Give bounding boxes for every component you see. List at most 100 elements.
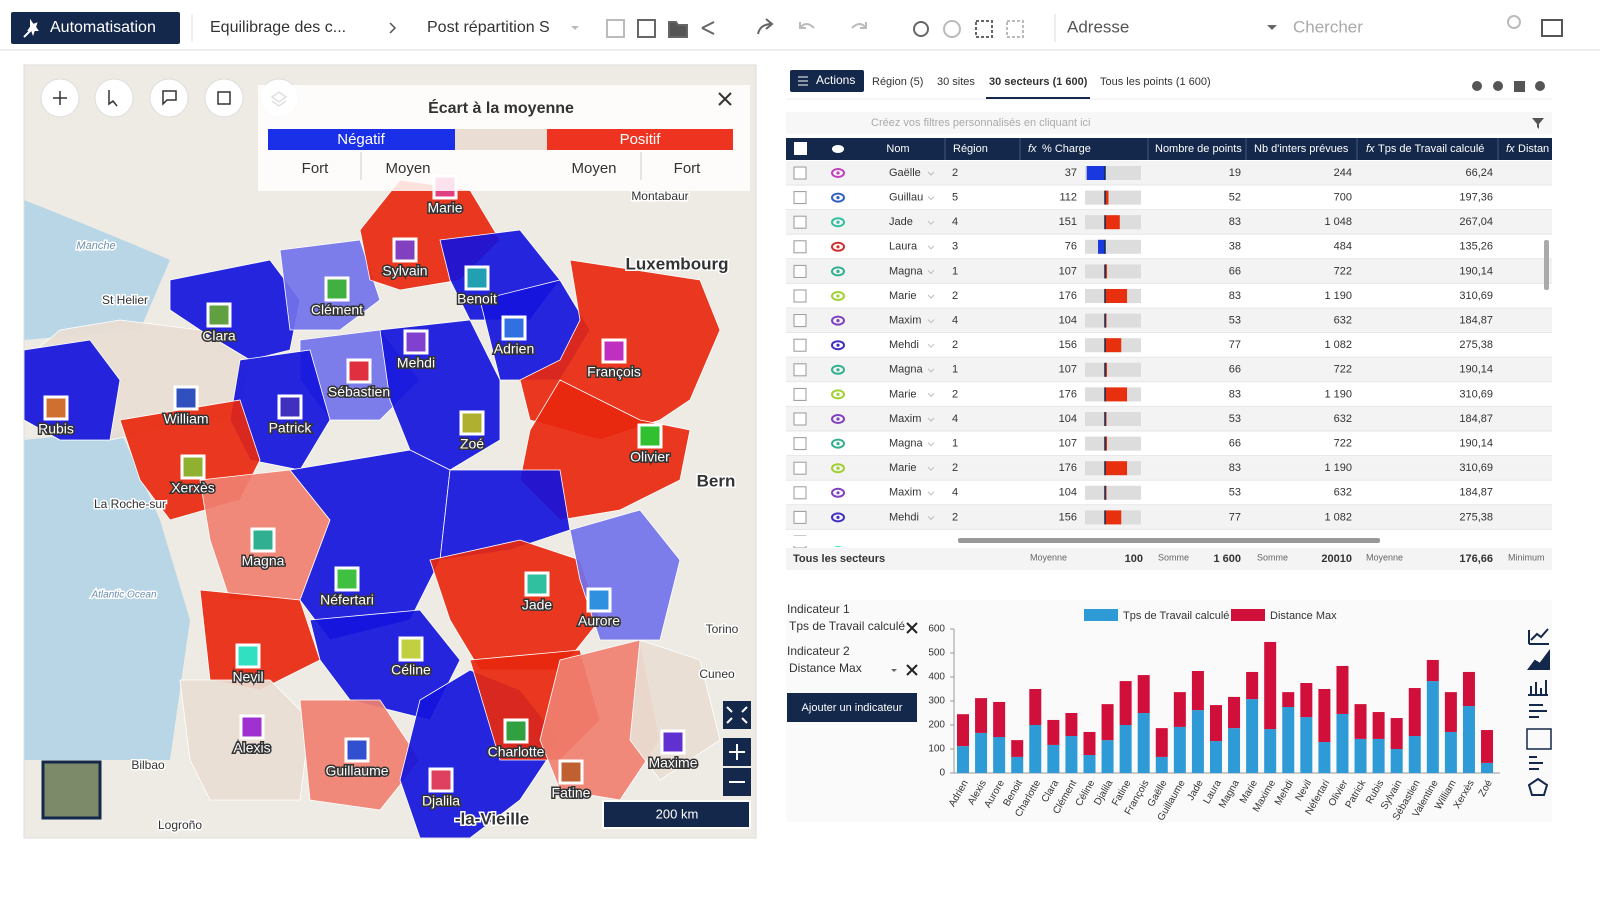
layout-icon[interactable]: [1541, 19, 1563, 37]
column-header[interactable]: Nb d'inters prévues: [1254, 143, 1349, 155]
bar-segment[interactable]: [1173, 692, 1186, 727]
site-marker[interactable]: [558, 759, 584, 785]
site-marker[interactable]: [464, 265, 490, 291]
bar-segment[interactable]: [1354, 704, 1367, 739]
row[interactable]: [786, 456, 1552, 481]
legend-swatch[interactable]: [1084, 609, 1118, 621]
bar-segment[interactable]: [1264, 729, 1277, 773]
bar-segment[interactable]: [1282, 707, 1295, 773]
bar-segment[interactable]: [1408, 688, 1421, 737]
bar-segment[interactable]: [1065, 736, 1078, 773]
bar-segment[interactable]: [1372, 738, 1385, 773]
row-checkbox[interactable]: [793, 363, 807, 377]
tab[interactable]: 30 sites: [937, 76, 975, 88]
site-marker[interactable]: [239, 714, 265, 740]
dropdown-arrow[interactable]: [1267, 25, 1277, 30]
map-tool-button[interactable]: [204, 78, 244, 118]
bar-segment[interactable]: [1029, 725, 1042, 773]
icon[interactable]: [1535, 81, 1545, 91]
site-marker[interactable]: [586, 587, 612, 613]
column-header[interactable]: Distan: [1518, 143, 1549, 155]
row-checkbox[interactable]: [793, 166, 807, 180]
bar-segment[interactable]: [1426, 681, 1439, 773]
row[interactable]: [786, 505, 1552, 530]
cell-dropdown[interactable]: [927, 294, 935, 299]
bar-segment[interactable]: [1282, 692, 1295, 707]
icon[interactable]: [1514, 81, 1525, 92]
header-checkbox[interactable]: [794, 142, 807, 155]
visibility-eye[interactable]: [831, 340, 845, 351]
sector-area[interactable]: [169, 259, 301, 361]
add-indicator-button[interactable]: [787, 693, 917, 722]
close-icon[interactable]: [718, 92, 732, 106]
undo-icon[interactable]: [799, 22, 815, 29]
save-icon[interactable]: [606, 19, 625, 38]
scrollbar-thumb[interactable]: [958, 538, 1380, 543]
bar-segment[interactable]: [1390, 718, 1403, 749]
row-checkbox[interactable]: [793, 264, 807, 278]
row[interactable]: [786, 333, 1552, 358]
bar-segment[interactable]: [1047, 719, 1060, 745]
bar-segment[interactable]: [975, 698, 988, 733]
site-marker[interactable]: [344, 737, 370, 763]
visibility-eye[interactable]: [831, 364, 845, 375]
sector-area[interactable]: [439, 469, 571, 561]
bar-segment[interactable]: [1462, 706, 1475, 773]
sector-area[interactable]: [199, 589, 321, 691]
visibility-eye[interactable]: [831, 487, 845, 498]
visibility-eye[interactable]: [831, 241, 845, 252]
visibility-eye[interactable]: [831, 512, 845, 523]
visibility-eye[interactable]: [831, 192, 845, 203]
stacked-chart-icon[interactable]: [1526, 728, 1552, 750]
site-marker[interactable]: [601, 338, 627, 364]
visibility-eye[interactable]: [831, 168, 845, 178]
stacked-hbar-icon[interactable]: [1529, 756, 1543, 770]
actions-button[interactable]: [790, 70, 864, 92]
bar-segment[interactable]: [1047, 744, 1060, 773]
site-marker[interactable]: [459, 410, 485, 436]
bar-segment[interactable]: [1336, 713, 1349, 773]
tab[interactable]: Tous les points (1 600): [1100, 76, 1211, 88]
cell-dropdown[interactable]: [927, 220, 935, 225]
sector-area[interactable]: [629, 639, 721, 781]
sector-area[interactable]: [179, 679, 311, 801]
cell-dropdown[interactable]: [927, 171, 935, 176]
sector-area[interactable]: [429, 539, 601, 671]
row-checkbox[interactable]: [793, 314, 807, 328]
vertical-scrollbar[interactable]: [1544, 240, 1549, 290]
site-marker[interactable]: [43, 395, 69, 421]
filter-icon[interactable]: [1532, 118, 1544, 129]
bar-segment[interactable]: [1246, 671, 1259, 700]
indicator-value[interactable]: Distance Max: [789, 661, 862, 675]
bar-segment[interactable]: [1137, 713, 1150, 773]
redo-icon[interactable]: [851, 22, 867, 29]
refresh-icon[interactable]: [913, 21, 929, 37]
column-header[interactable]: % Charge: [1042, 143, 1091, 155]
row[interactable]: [786, 210, 1552, 235]
row-checkbox[interactable]: [793, 510, 807, 524]
row-checkbox[interactable]: [793, 191, 807, 205]
bar-segment[interactable]: [1011, 756, 1024, 773]
icon[interactable]: [1472, 81, 1482, 91]
cell-dropdown[interactable]: [927, 516, 935, 521]
bar-segment[interactable]: [1228, 728, 1241, 773]
bar-segment[interactable]: [1209, 741, 1222, 773]
column-header[interactable]: Région: [953, 143, 988, 155]
visibility-eye[interactable]: [831, 217, 845, 228]
app-button[interactable]: [11, 12, 180, 44]
deselect-icon[interactable]: [1006, 20, 1024, 38]
bar-segment[interactable]: [1119, 681, 1132, 725]
visibility-eye[interactable]: [831, 438, 845, 449]
bar-segment[interactable]: [957, 746, 969, 773]
area-chart-icon[interactable]: [1527, 649, 1550, 670]
site-marker[interactable]: [180, 454, 206, 480]
row-checkbox[interactable]: [793, 240, 807, 254]
site-marker[interactable]: [235, 643, 261, 669]
row-checkbox[interactable]: [793, 215, 807, 229]
site-marker[interactable]: [398, 636, 424, 662]
map-tool-button[interactable]: [149, 78, 189, 118]
bar-segment[interactable]: [1029, 689, 1042, 725]
site-marker[interactable]: [206, 302, 232, 328]
site-marker[interactable]: [637, 423, 663, 449]
site-marker[interactable]: [250, 527, 276, 553]
